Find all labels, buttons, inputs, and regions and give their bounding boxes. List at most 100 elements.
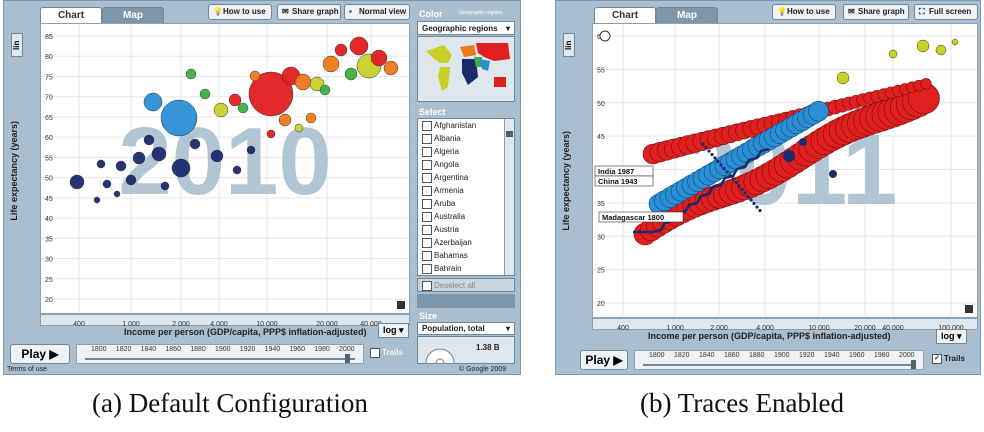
country-checkbox[interactable] — [422, 185, 432, 196]
deselect-all-button[interactable]: Deselect all — [417, 278, 515, 292]
country-bubble[interactable] — [294, 123, 304, 133]
trail-bubble[interactable] — [920, 78, 932, 90]
map-africa[interactable] — [462, 59, 478, 85]
country-bubble[interactable] — [888, 49, 898, 59]
country-bubble[interactable] — [189, 138, 201, 150]
country-list-item[interactable]: Argentina — [418, 171, 514, 184]
country-checkbox[interactable] — [422, 237, 432, 248]
country-bubble[interactable] — [210, 149, 224, 163]
size-select[interactable]: Population, total ▾ — [417, 322, 515, 335]
slider-handle[interactable] — [345, 354, 350, 363]
country-list-item[interactable]: Aruba — [418, 197, 514, 210]
country-list-item[interactable]: Afghanistan — [418, 119, 514, 132]
bubbles[interactable] — [69, 36, 399, 204]
tab-map[interactable]: Map — [656, 7, 718, 23]
country-bubble[interactable] — [951, 38, 959, 46]
country-bubble[interactable] — [125, 174, 137, 186]
y-scale-select[interactable]: lin — [11, 33, 23, 57]
country-bubble[interactable] — [143, 134, 155, 146]
country-bubble[interactable] — [160, 99, 198, 137]
country-bubble[interactable] — [370, 49, 388, 67]
how-to-use-button[interactable]: 💡How to use — [208, 4, 272, 20]
country-bubble[interactable] — [132, 151, 146, 165]
play-button[interactable]: Play ▶ — [580, 350, 628, 370]
tab-map[interactable]: Map — [102, 7, 164, 23]
country-bubble[interactable] — [115, 160, 127, 172]
country-bubble[interactable] — [171, 158, 191, 178]
country-bubble[interactable] — [246, 145, 256, 155]
country-checkbox[interactable] — [422, 211, 432, 222]
country-checkbox[interactable] — [422, 263, 432, 274]
country-checkbox[interactable] — [422, 172, 432, 183]
trails-checkbox[interactable]: ✓ — [370, 348, 380, 358]
zoom-corner-icon[interactable] — [397, 301, 405, 309]
map-east-asia[interactable] — [476, 43, 510, 61]
country-bubble[interactable] — [294, 73, 312, 91]
country-list-item[interactable]: Angola — [418, 158, 514, 171]
country-bubble[interactable] — [237, 102, 249, 114]
country-bubble[interactable] — [305, 112, 317, 124]
how-to-use-button[interactable]: 💡How to use — [772, 4, 836, 20]
country-list-item[interactable]: Bahamas — [418, 249, 514, 262]
country-bubble[interactable] — [322, 55, 340, 73]
country-checkbox[interactable] — [422, 146, 432, 157]
trails-toggle[interactable]: ✓ Trails — [932, 354, 965, 364]
terms-of-use-link[interactable]: Terms of use — [7, 366, 48, 373]
country-bubble[interactable] — [836, 71, 850, 85]
map-middle-east[interactable] — [474, 57, 482, 67]
zoom-corner-icon[interactable] — [965, 305, 973, 313]
country-list-item[interactable]: Albania — [418, 132, 514, 145]
trail-bubbles[interactable] — [633, 38, 959, 246]
china-trail-bubble[interactable] — [808, 100, 829, 122]
country-bubble[interactable] — [383, 60, 399, 76]
country-bubble[interactable] — [349, 36, 369, 56]
map-americas-north[interactable] — [426, 45, 452, 63]
scrollbar-thumb[interactable] — [506, 131, 513, 137]
country-bubble[interactable] — [278, 113, 292, 127]
country-bubble[interactable] — [93, 196, 101, 204]
tab-chart[interactable]: Chart — [594, 7, 656, 23]
country-list-item[interactable]: Bangladesh — [418, 275, 514, 276]
share-graph-button[interactable]: ✉ Share graph — [277, 4, 341, 20]
country-bubble[interactable] — [199, 88, 211, 100]
country-list-item[interactable]: Algeria — [418, 145, 514, 158]
country-bubble[interactable] — [102, 179, 112, 189]
country-bubble[interactable] — [916, 39, 930, 53]
x-scale-select[interactable]: log ▾ — [378, 323, 409, 338]
tab-chart[interactable]: Chart — [40, 7, 102, 23]
country-bubble[interactable] — [935, 44, 947, 56]
world-map[interactable] — [418, 37, 514, 101]
share-graph-button[interactable]: ✉ Share graph — [843, 4, 909, 20]
country-checkbox[interactable] — [422, 224, 432, 235]
country-bubble[interactable] — [248, 71, 294, 117]
time-slider[interactable]: 1800 1820 1840 1860 1880 1900 1920 1940 1960 1980… — [76, 344, 364, 364]
country-bubble[interactable] — [829, 170, 837, 178]
country-bubble[interactable] — [266, 129, 276, 139]
country-bubble[interactable] — [783, 150, 795, 162]
country-list-item[interactable]: Azerbaijan — [418, 236, 514, 249]
map-oceania[interactable] — [494, 77, 506, 87]
country-bubble[interactable] — [160, 181, 170, 191]
country-bubble[interactable] — [319, 84, 331, 96]
x-axis-label[interactable]: Income per person (GDP/capita, PPP$ infl… — [124, 327, 367, 337]
time-slider[interactable]: 1800 1820 1840 1860 1880 1900 1920 1940 1960 1980… — [634, 350, 924, 370]
country-bubble[interactable] — [249, 70, 261, 82]
color-select[interactable]: Geographic regions ▾ — [417, 21, 515, 35]
country-bubble[interactable] — [232, 165, 242, 175]
country-bubble[interactable] — [799, 138, 807, 146]
y-scale-select[interactable]: lin — [563, 33, 575, 57]
slider-handle[interactable] — [911, 360, 916, 369]
country-checkbox[interactable] — [422, 159, 432, 170]
trails-toggle[interactable]: ✓ Trails — [370, 348, 403, 358]
map-south-asia-blue[interactable] — [480, 59, 490, 71]
map-americas-south[interactable] — [438, 67, 450, 91]
bubble-chart-area[interactable]: 2010 85 80 75 70 65 60 55 50 45 40 35 30 25 20 — [40, 23, 410, 314]
trails-checkbox[interactable]: ✓ — [932, 354, 942, 364]
play-button[interactable]: Play ▶ — [10, 344, 70, 364]
country-checkbox[interactable] — [422, 250, 432, 261]
country-bubble[interactable] — [213, 102, 229, 118]
country-items[interactable]: Afghanistan Albania Algeria Angola Argentina… — [418, 119, 514, 276]
